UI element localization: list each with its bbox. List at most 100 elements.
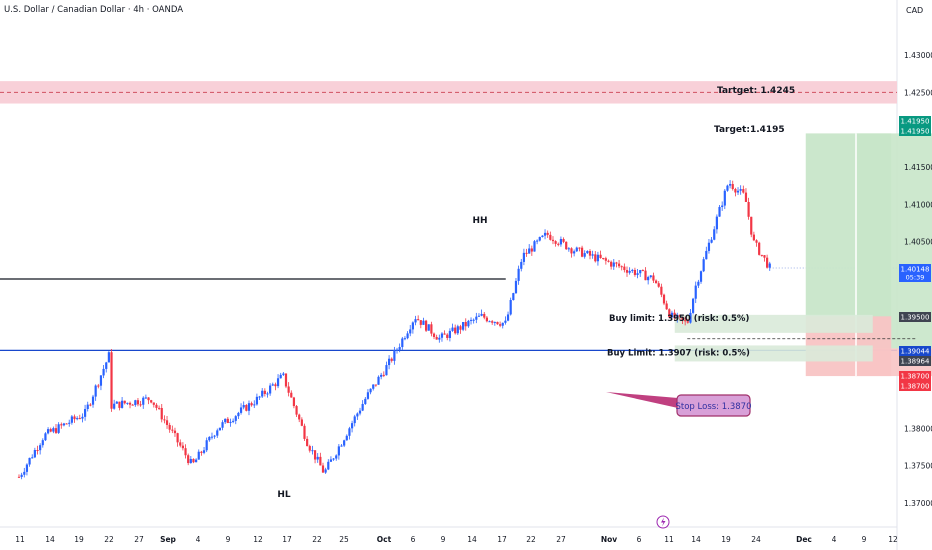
target-top-label: Tartget: 1.4245	[717, 86, 795, 96]
candle-body	[298, 414, 301, 420]
candle-body	[313, 450, 317, 460]
x-tick-label: 4	[196, 535, 201, 544]
candle-body	[697, 281, 700, 286]
candle-body	[335, 455, 338, 459]
candle-body	[715, 216, 718, 230]
candle-body	[731, 184, 734, 189]
candle-body	[332, 458, 335, 460]
candle-body	[676, 314, 679, 319]
candle-body	[377, 376, 380, 385]
price-badge-label: 1.41950	[901, 118, 930, 126]
candle-body	[427, 324, 430, 331]
candle-body	[538, 236, 541, 241]
candle-body	[631, 269, 634, 271]
x-tick-label: Nov	[601, 535, 617, 544]
x-tick-label: 22	[312, 535, 322, 544]
hh-label: HH	[472, 216, 487, 226]
candle-body	[660, 286, 663, 295]
candle-body	[456, 326, 459, 334]
candle-body	[514, 280, 518, 294]
candle-body	[546, 232, 549, 235]
candle-body	[734, 188, 737, 193]
price-badge-label: 1.38700	[901, 373, 930, 381]
candle-body	[446, 334, 449, 338]
candle-body	[369, 388, 372, 393]
candle-body	[17, 476, 21, 478]
candle-body	[620, 266, 623, 268]
candle-body	[120, 400, 124, 408]
x-tick-label: 14	[45, 535, 55, 544]
candle-body	[424, 320, 428, 331]
candle-body	[477, 315, 481, 317]
candle-body	[670, 312, 674, 318]
candle-body	[282, 373, 285, 375]
candle-body	[504, 320, 507, 323]
candle-body	[726, 185, 729, 191]
candle-body	[239, 407, 243, 413]
candle-body	[763, 255, 766, 258]
candle-body	[417, 319, 420, 321]
chart-title: U.S. Dollar / Canadian Dollar · 4h · OAN…	[4, 5, 184, 15]
candle-body	[147, 397, 150, 401]
candle-body	[181, 445, 184, 449]
candle-body	[73, 416, 76, 420]
x-tick-label: 4	[832, 535, 837, 544]
candle-body	[216, 430, 219, 436]
candle-body	[358, 410, 362, 414]
candle-body	[110, 352, 113, 409]
candle-body	[644, 270, 647, 281]
candle-body	[44, 433, 47, 441]
candle-body	[536, 240, 539, 242]
candle-body	[623, 266, 626, 271]
candle-body	[57, 424, 60, 433]
candle-body	[728, 184, 732, 186]
candle-body	[348, 428, 351, 436]
candle-body	[306, 438, 309, 447]
candle-body	[506, 314, 510, 321]
candle-body	[340, 445, 343, 447]
candle-body	[467, 320, 470, 327]
candle-body	[144, 397, 147, 399]
candle-body	[345, 435, 348, 441]
candle-body	[705, 250, 708, 260]
price-badge-label: 1.38700	[901, 383, 930, 391]
candle-body	[575, 247, 578, 252]
x-tick-label: 9	[862, 535, 867, 544]
candle-body	[657, 283, 660, 287]
y-tick-label: 1.42500	[904, 88, 932, 97]
candle-body	[366, 392, 370, 399]
candle-body	[33, 450, 36, 458]
candle-body	[520, 261, 523, 269]
candle-body	[678, 314, 681, 317]
candle-body	[549, 234, 552, 240]
candle-body	[374, 384, 377, 386]
candle-body	[599, 254, 602, 258]
price-badge-label: 1.39044	[901, 348, 930, 356]
candle-body	[440, 333, 444, 338]
candle-body	[462, 322, 465, 330]
candle-body	[155, 404, 158, 408]
candle-body	[126, 402, 129, 404]
candle-body	[409, 329, 412, 334]
candle-body	[713, 229, 716, 240]
candle-body	[258, 396, 261, 398]
candle-body	[160, 408, 163, 420]
candle-body	[766, 257, 769, 268]
candle-body	[292, 397, 296, 407]
candle-body	[300, 419, 303, 426]
candle-body	[287, 386, 290, 393]
candle-body	[269, 385, 272, 394]
candle-body	[356, 413, 359, 417]
price-badge	[899, 312, 931, 322]
candle-body	[559, 239, 563, 245]
candle-body	[150, 400, 153, 403]
x-tick-label: 14	[467, 535, 477, 544]
candle-body	[97, 385, 100, 387]
candle-body	[372, 384, 375, 389]
x-tick-label: 14	[691, 535, 701, 544]
candle-body	[274, 384, 277, 387]
candle-body	[284, 373, 288, 387]
candle-body	[213, 435, 216, 437]
x-tick-label: 9	[226, 535, 231, 544]
